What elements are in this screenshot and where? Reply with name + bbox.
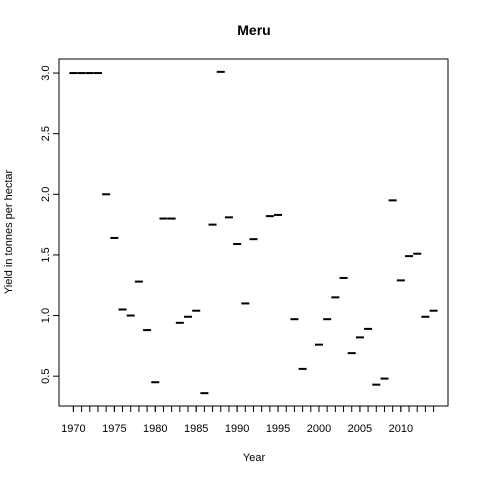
dash-marker [224,216,233,219]
dash-marker [200,392,209,395]
dash-marker [110,236,119,239]
x-tick-label: 1975 [102,423,126,435]
dash-marker [274,213,283,216]
y-tick-label: 3.0 [40,65,52,80]
dash-marker [184,315,193,318]
dash-marker [347,352,356,355]
y-tick-label: 1.5 [40,247,52,262]
dash-marker [134,280,143,283]
dash-marker [159,217,168,220]
dash-marker [151,381,160,384]
dash-marker [208,223,217,226]
dash-marker [413,252,422,255]
x-tick-label: 2010 [389,423,413,435]
dash-marker [241,302,250,305]
dash-marker [167,217,176,220]
y-axis-label: Yield in tonnes per hectar [3,169,15,294]
dash-marker [77,72,86,75]
dash-marker [85,72,94,75]
dash-marker [364,327,373,330]
dash-marker [380,377,389,380]
x-tick-label: 1970 [61,423,85,435]
dash-marker [175,321,184,324]
dash-marker [233,243,242,246]
x-tick-label: 1980 [143,423,167,435]
dash-marker [388,199,397,202]
dash-marker [314,343,323,346]
x-tick-label: 1990 [225,423,249,435]
dash-marker [339,276,348,279]
dash-marker [355,336,364,339]
dash-marker [69,72,78,75]
dash-marker [265,215,274,218]
dash-marker [298,367,307,370]
dash-marker [216,70,225,73]
dash-marker [192,309,201,312]
dash-marker [249,238,258,241]
dash-marker [421,315,430,318]
x-tick-label: 1995 [266,423,290,435]
dash-marker [118,308,127,311]
dash-marker [372,383,381,386]
y-tick-label: 2.0 [40,187,52,202]
chart-title: Meru [237,22,270,38]
x-axis-label: Year [243,452,266,464]
y-tick-label: 0.5 [40,369,52,384]
dash-marker [405,255,414,258]
x-tick-label: 1985 [184,423,208,435]
x-tick-label: 2000 [307,423,331,435]
y-tick-label: 1.0 [40,308,52,323]
y-tick-label: 2.5 [40,126,52,141]
dash-marker [396,279,405,282]
dash-marker [290,318,299,321]
dash-marker [323,318,332,321]
dash-marker [143,329,152,332]
dash-marker [102,193,111,196]
dash-marker [331,296,340,299]
dash-marker [93,72,102,75]
dash-marker [126,314,135,317]
x-tick-label: 2005 [348,423,372,435]
dash-marker [429,309,438,312]
